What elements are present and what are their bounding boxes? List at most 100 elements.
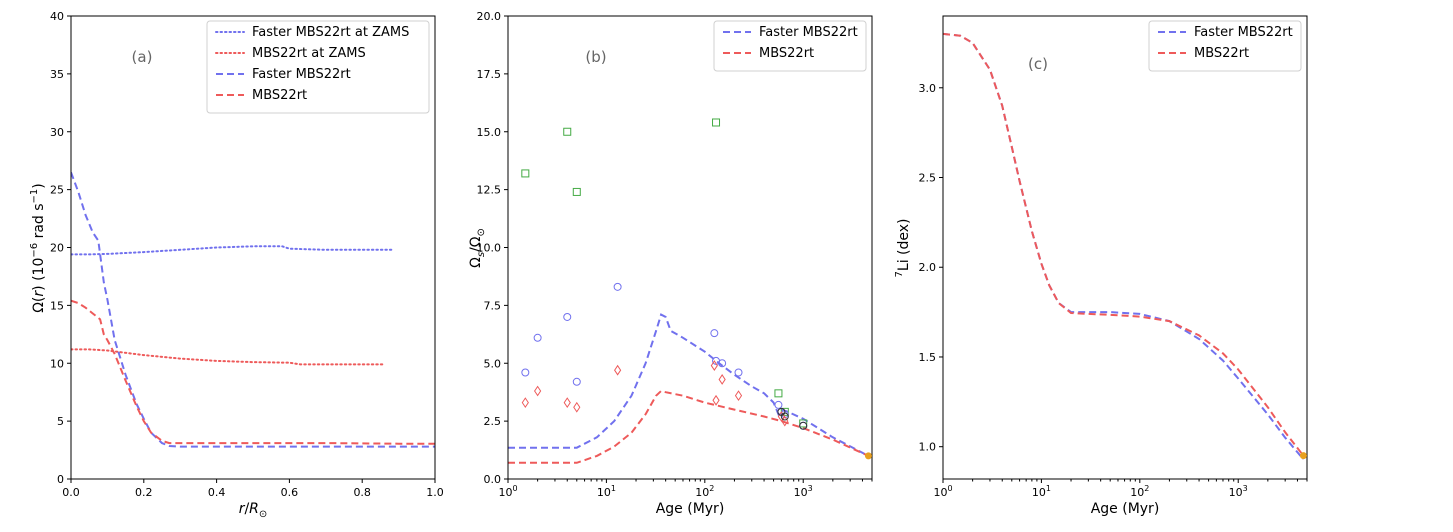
panel-c-series-1 xyxy=(943,32,1305,457)
panel-a-xtick-label: 0.8 xyxy=(353,486,371,499)
panel-a-ylabel-pre: Ω( xyxy=(31,297,47,313)
panel-a-xtick-label: 0.4 xyxy=(208,486,226,499)
panel-b-marker-circle xyxy=(799,421,808,430)
panel-c-ytick-label: 2.5 xyxy=(919,172,937,185)
panel-b-marker-circle xyxy=(774,400,783,409)
panel-b-series-0 xyxy=(508,313,869,457)
panel-b-marker-circle xyxy=(710,329,719,338)
panel-c-label: (c) xyxy=(1028,55,1048,73)
panel-b-xtick-label: 103 xyxy=(794,484,813,499)
chart-panel-b: 0.0 2.5 5.0 7.5 10.0 12.5 15.0 17.5 20.0 100 101 10… xyxy=(468,10,873,517)
panel-b-xtick-label: 101 xyxy=(597,484,616,499)
panel-b-xlabel: Age (Myr) xyxy=(656,501,725,517)
panel-c-xlabel: Age (Myr) xyxy=(1091,501,1160,517)
panel-b-xtick-label: 100 xyxy=(498,484,517,499)
panel-b-ytick-label: 5.0 xyxy=(484,357,502,370)
panel-c-xtick-label: 101 xyxy=(1032,484,1051,499)
panel-b-marker-circle xyxy=(864,452,872,460)
panel-a-ylabel-exp2: −1 xyxy=(29,189,40,204)
panel-b-legend: Faster MBS22rt MBS22rt xyxy=(713,20,867,72)
panel-a-legend-box xyxy=(206,20,430,114)
panel-a-label: (a) xyxy=(132,48,153,66)
panel-a-ylabel-exp1: −6 xyxy=(29,243,40,258)
panel-a-ytick-label: 20 xyxy=(50,242,64,255)
panel-b-legend-entry: Faster MBS22rt xyxy=(759,25,858,40)
panel-b-marker-square xyxy=(774,389,783,398)
panel-c-legend-entry: MBS22rt xyxy=(1194,46,1249,61)
chart-panel-c: 1.0 1.5 2.0 2.5 3.0 100 101 102 103 (c) Age (Myr… xyxy=(894,15,1308,517)
panel-b-marker-circle xyxy=(572,377,581,386)
panel-b-ytick-label: 20.0 xyxy=(477,10,502,23)
panel-a-xlabel: r/R⊙ xyxy=(239,501,268,520)
panel-a-xtick-label: 0.6 xyxy=(281,486,299,499)
panel-a-ytick-label: 40 xyxy=(50,10,64,23)
panel-b-ylabel-sub2: ⊙ xyxy=(476,228,487,236)
panel-a-ylabel-post: ) xyxy=(31,183,47,188)
panel-b-marker-square xyxy=(563,127,572,136)
panel-c-legend-box xyxy=(1148,20,1302,72)
panel-b-marker-diamond xyxy=(573,401,581,413)
panel-a-xlabel-sub: ⊙ xyxy=(259,509,267,520)
panel-b-ytick-label: 17.5 xyxy=(477,68,502,81)
panel-b-series-1 xyxy=(508,389,869,464)
panel-b-marker-square xyxy=(572,187,581,196)
panel-b-ylabel-sub1: s xyxy=(476,252,487,257)
panel-a-xlabel-R: R xyxy=(249,501,259,517)
panel-a-series-1 xyxy=(71,348,385,366)
panel-b-marker-diamond xyxy=(710,360,718,371)
panel-c-series-0 xyxy=(943,32,1305,460)
panel-b-ytick-label: 0.0 xyxy=(484,473,502,486)
panel-b-ylabel: Ωs/Ω⊙ xyxy=(468,228,487,268)
panel-b-marker-circle xyxy=(718,359,727,368)
panel-b-marker-square xyxy=(712,118,721,127)
panel-a-legend-entry: MBS22rt xyxy=(252,88,307,103)
panel-a-xlabel-r: r xyxy=(239,501,246,517)
panel-a-ytick-label: 5 xyxy=(57,415,64,428)
panel-a-series-0 xyxy=(71,245,393,256)
panel-c-ylabel-rest: Li (dex) xyxy=(896,219,912,272)
panel-b-marker-diamond xyxy=(718,374,726,385)
panel-b-marker-square xyxy=(799,419,808,428)
panel-a-ytick-label: 25 xyxy=(50,184,64,197)
panel-c-ylabel: 7Li (dex) xyxy=(894,219,912,278)
panel-c-xtick-label: 103 xyxy=(1229,484,1248,499)
panel-b-marker-diamond xyxy=(712,394,720,406)
panel-a-ytick-label: 30 xyxy=(50,126,64,139)
panel-a-ylabel-unit: rad s xyxy=(31,203,47,242)
panel-b-ytick-label: 12.5 xyxy=(477,184,502,197)
panel-a-ytick-label: 35 xyxy=(50,68,64,81)
panel-c-marker-circle xyxy=(1299,452,1307,460)
panel-b-marker-diamond xyxy=(734,390,743,402)
panel-b-marker-circle xyxy=(533,333,542,342)
panel-c-ytick-label: 1.5 xyxy=(919,351,937,364)
panel-a-ylabel-mid: ) (10 xyxy=(31,258,47,291)
panel-b-ytick-label: 7.5 xyxy=(484,299,502,312)
chart-panel-a: 0 5 10 15 20 25 30 35 40 0.0 0.2 0.4 0.6 0.8 1.0 (a) r… xyxy=(29,10,444,520)
panel-a-legend-entry: Faster MBS22rt at ZAMS xyxy=(252,25,409,40)
panel-b-marker-circle xyxy=(521,368,530,377)
panel-c-ytick-label: 3.0 xyxy=(919,82,937,95)
panel-a-xtick-label: 0.0 xyxy=(62,486,80,499)
panel-a-series-2 xyxy=(71,171,435,448)
panel-b-ylabel-pre: Ω xyxy=(468,257,484,268)
panel-b-marker-diamond xyxy=(534,385,542,397)
panel-b-marker-circle xyxy=(613,282,622,291)
panel-a-series-3 xyxy=(71,299,435,445)
panel-b-marker-circle xyxy=(734,368,743,377)
panel-b-xtick-label: 102 xyxy=(695,484,714,499)
panel-b-legend-entry: MBS22rt xyxy=(759,46,814,61)
panel-a-ytick-label: 15 xyxy=(50,299,64,312)
panel-b-marker-diamond xyxy=(563,397,571,409)
panel-a-ylabel: Ω(r) (10−6 rad s−1) xyxy=(29,183,47,313)
panel-a-xtick-label: 0.2 xyxy=(135,486,153,499)
panel-a-xtick-label: 1.0 xyxy=(426,486,444,499)
panel-a-legend: Faster MBS22rt at ZAMS MBS22rt at ZAMS Fas… xyxy=(206,20,430,114)
panel-b-ylabel-mid: /Ω xyxy=(468,236,484,252)
panel-a-legend-entry: Faster MBS22rt xyxy=(252,67,351,82)
panel-c-legend-entry: Faster MBS22rt xyxy=(1194,25,1293,40)
panel-b-label: (b) xyxy=(585,48,606,66)
panel-b-marker-diamond xyxy=(614,364,622,376)
panel-a-ytick-label: 10 xyxy=(50,357,64,370)
panel-b-marker-circle xyxy=(563,312,572,321)
